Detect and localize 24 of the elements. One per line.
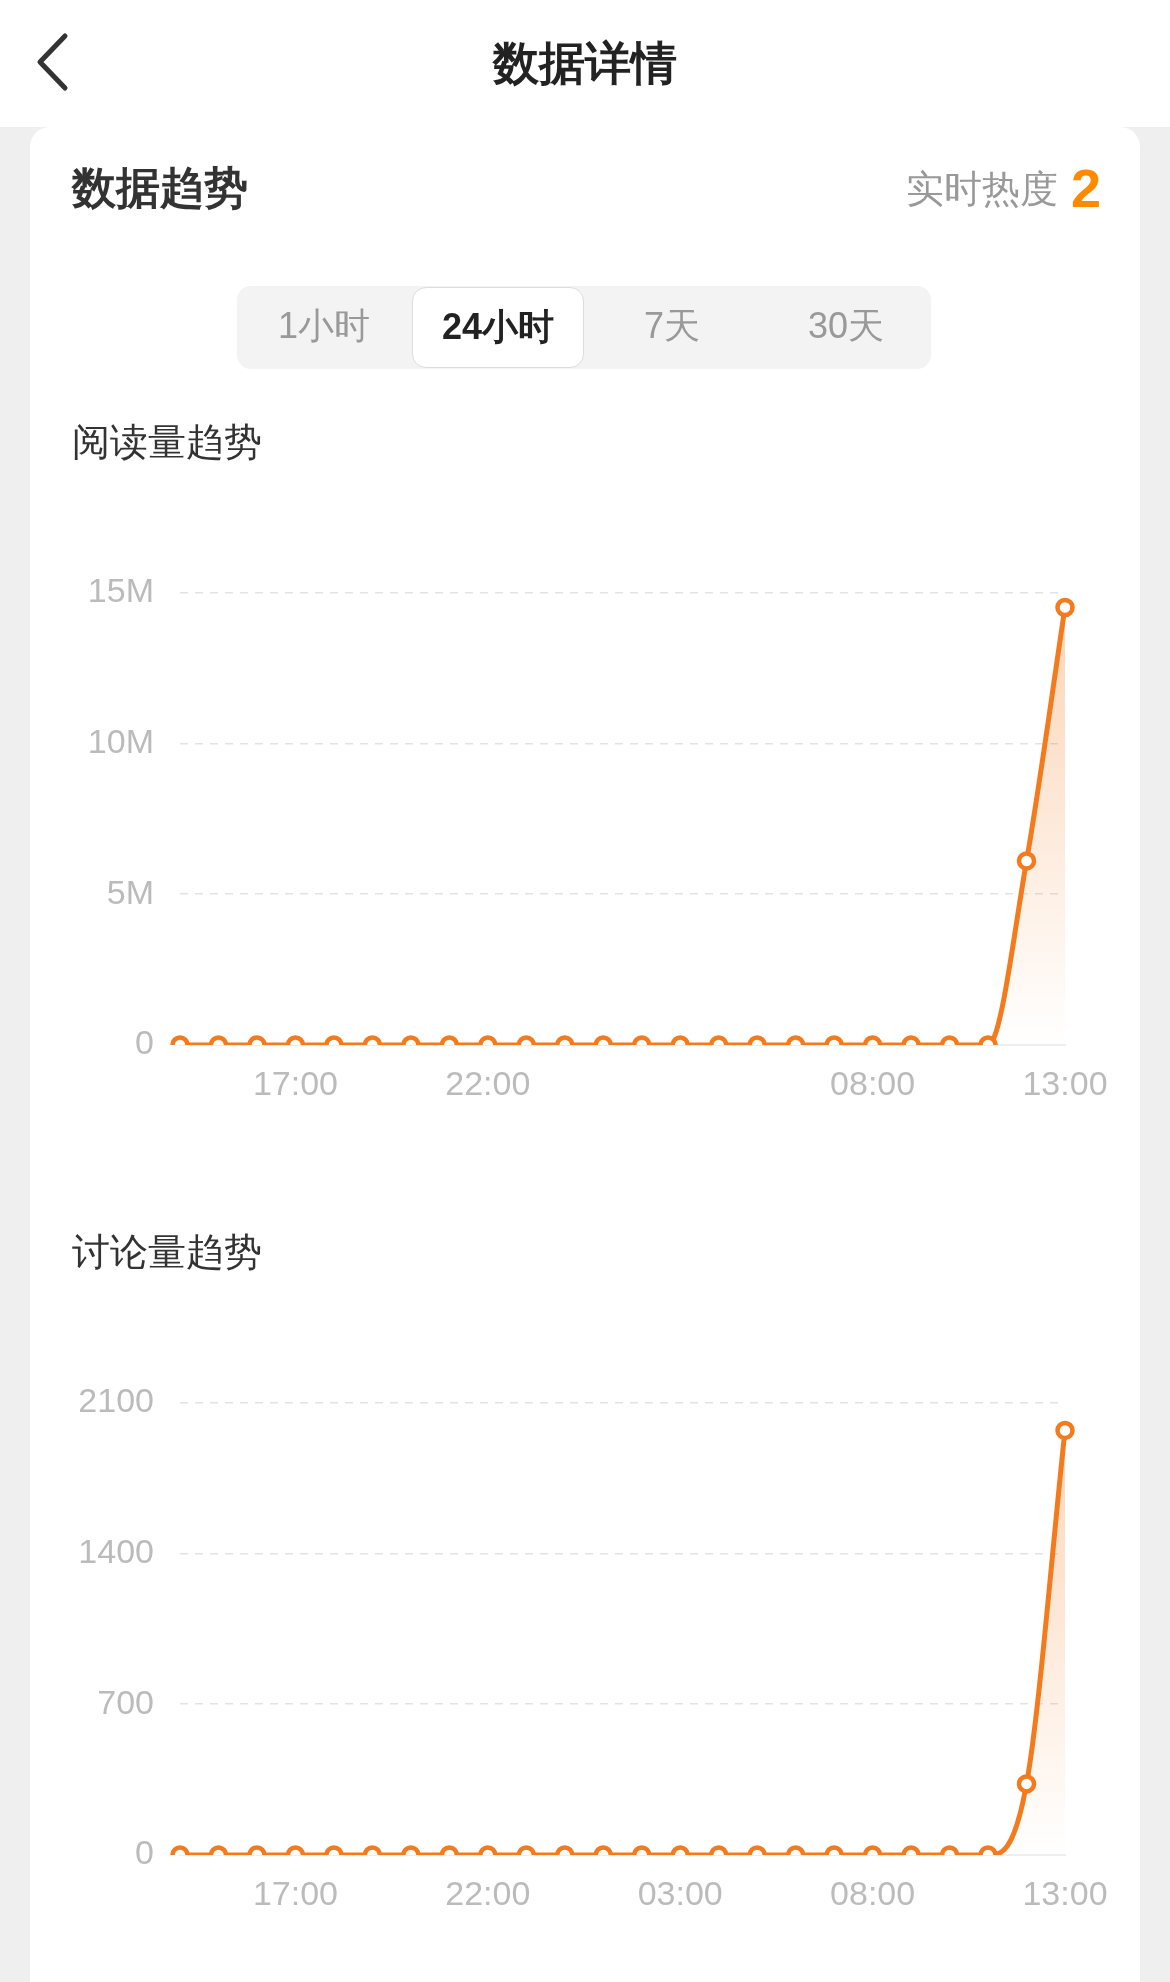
y-tick-label: 5M [106,872,154,911]
x-tick-label: 13:00 [1022,1873,1108,1912]
y-tick-label: 2100 [78,1380,154,1419]
y-tick-label: 0 [135,1833,154,1872]
text: 实时热度 [906,167,1058,212]
x-tick-label: 17:00 [252,1873,338,1912]
x-tick-label: 22:00 [445,1063,531,1102]
chart-title: 阅读量趋势 [72,420,262,465]
chart-title: 讨论量趋势 [72,1230,262,1275]
y-tick-label: 700 [97,1682,154,1721]
x-tick-label: 08:00 [830,1063,916,1102]
text: 数据趋势 [72,162,248,214]
x-tick-label: 03:00 [637,1873,723,1912]
y-tick-label: 15M [87,570,154,609]
tab-switch: 1小时 24小时 7天 30天 [237,286,931,369]
x-tick-label: 13:00 [1022,1063,1108,1102]
x-tick-label: 22:00 [445,1873,531,1912]
y-tick-label: 10M [87,721,154,760]
text: 数据详情 [493,36,677,90]
x-tick-label: 08:00 [830,1873,916,1912]
x-tick-label: 17:00 [252,1063,338,1102]
y-tick-label: 1400 [78,1531,154,1570]
y-tick-label: 0 [135,1023,154,1062]
text: 2 [1071,158,1102,218]
